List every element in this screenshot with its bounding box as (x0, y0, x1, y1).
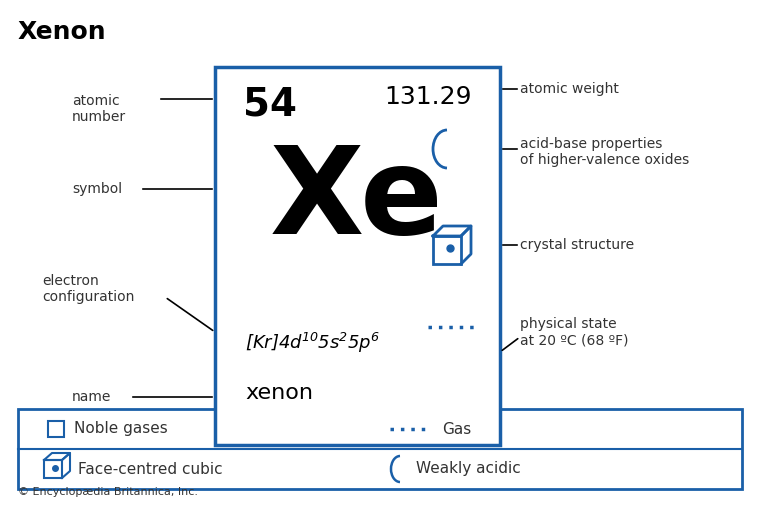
Text: acid-base properties
of higher-valence oxides: acid-base properties of higher-valence o… (520, 137, 689, 167)
Text: $\mathregular{[Kr]4d^{10}5s^{2}5p^{6}}$: $\mathregular{[Kr]4d^{10}5s^{2}5p^{6}}$ (245, 331, 380, 355)
Bar (215, 67, 500, 445)
Text: name: name (72, 390, 112, 404)
Bar (48, 421, 64, 437)
Text: atomic
number: atomic number (72, 94, 126, 124)
Text: 54: 54 (243, 85, 297, 123)
Bar (18, 409, 742, 489)
Text: Noble gases: Noble gases (74, 421, 168, 437)
Text: atomic weight: atomic weight (520, 82, 619, 96)
Text: Xe: Xe (270, 142, 444, 259)
Text: © Encyclopædia Britannica, Inc.: © Encyclopædia Britannica, Inc. (18, 487, 198, 497)
Text: Face-centred cubic: Face-centred cubic (78, 461, 223, 477)
Text: 131.29: 131.29 (385, 85, 472, 109)
Text: symbol: symbol (72, 182, 122, 196)
Text: physical state
at 20 ºC (68 ºF): physical state at 20 ºC (68 ºF) (520, 317, 629, 347)
Text: Xenon: Xenon (18, 20, 106, 44)
Bar (44, 460, 62, 478)
Text: xenon: xenon (245, 383, 313, 403)
Bar (433, 236, 461, 264)
Text: Weakly acidic: Weakly acidic (416, 461, 521, 477)
Text: electron
configuration: electron configuration (42, 274, 135, 304)
Text: crystal structure: crystal structure (520, 238, 634, 252)
Text: Gas: Gas (442, 421, 471, 437)
